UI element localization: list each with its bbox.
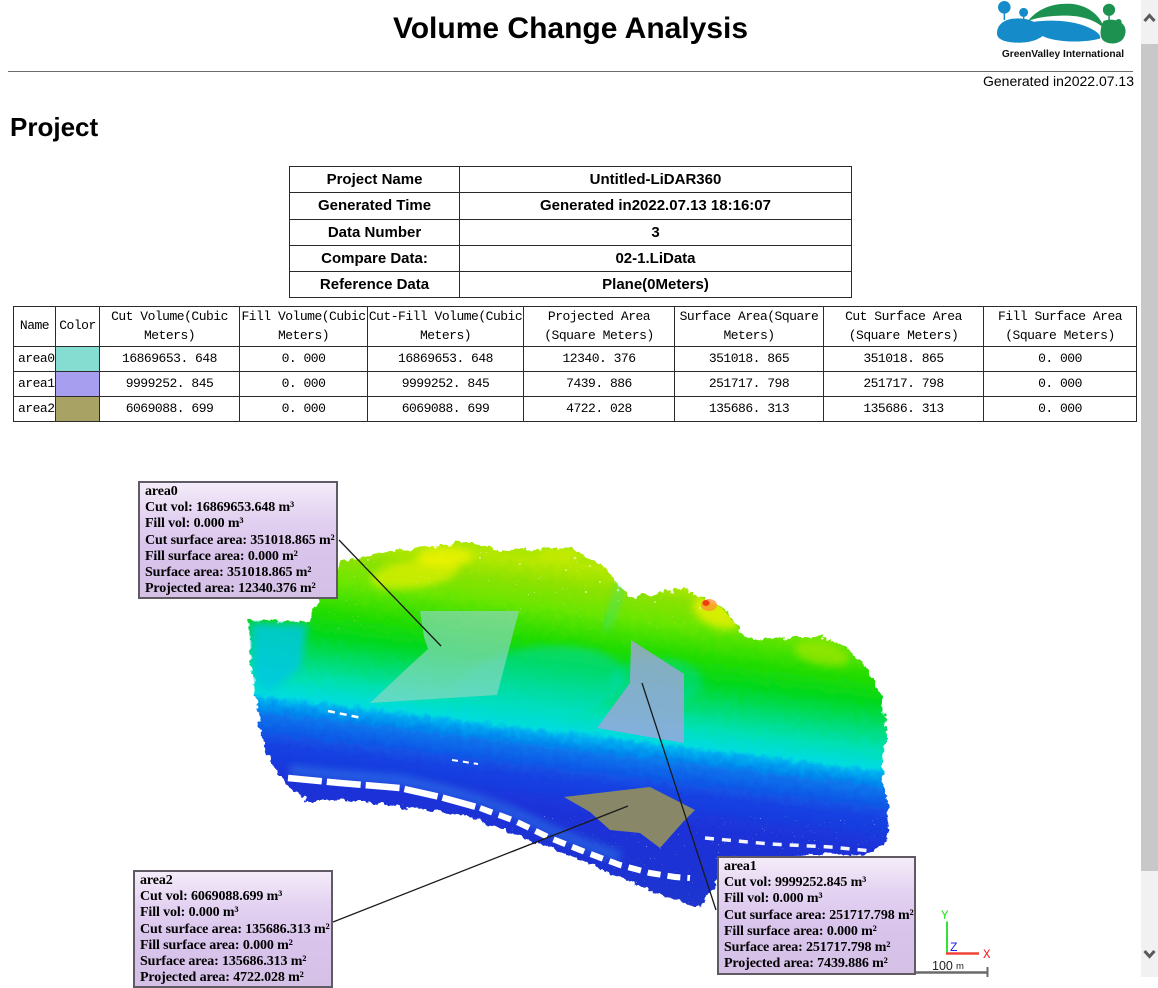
svg-text:m: m xyxy=(956,961,964,972)
svg-text:100: 100 xyxy=(932,959,953,973)
svg-text:Y: Y xyxy=(941,909,949,923)
svg-text:X: X xyxy=(983,948,991,962)
svg-text:Z: Z xyxy=(950,941,958,955)
svg-text:GreenValley International: GreenValley International xyxy=(1002,49,1124,60)
